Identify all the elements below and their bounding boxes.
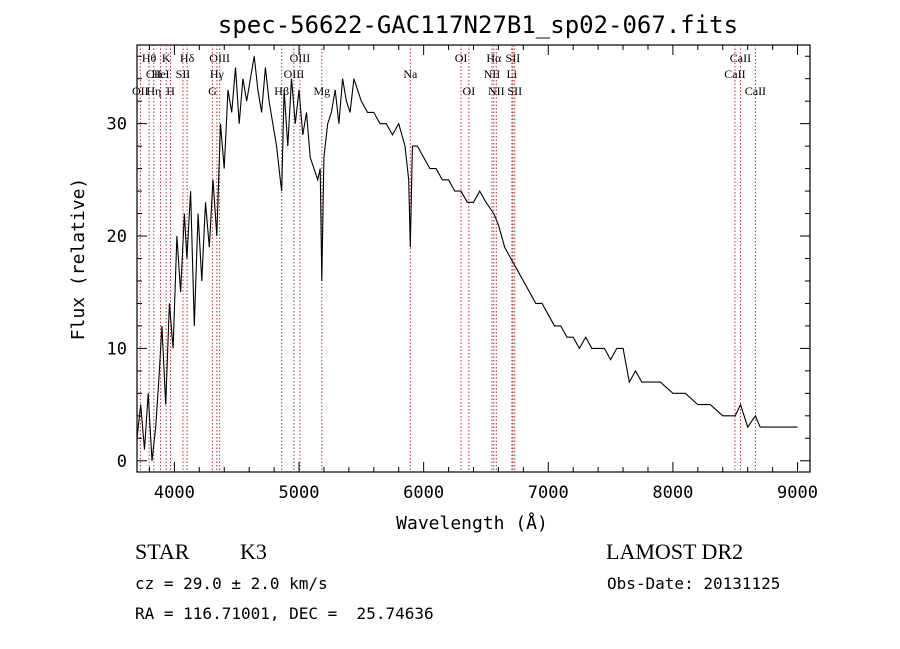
- line-marker-label: Hθ: [142, 51, 157, 65]
- line-marker-label: HeI: [152, 67, 170, 81]
- spectrum-series-line: [136, 56, 798, 461]
- redshift-text: cz = 29.0 ± 2.0 km/s: [135, 574, 328, 593]
- line-marker-label: Hβ: [274, 84, 289, 98]
- line-marker-label: OIII: [209, 51, 230, 65]
- line-marker-label: Mg: [313, 84, 330, 98]
- line-marker-label: OI: [463, 84, 476, 98]
- line-marker-label: SII: [507, 84, 522, 98]
- coordinates-text: RA = 116.71001, DEC = 25.74636: [135, 604, 434, 623]
- chart-title: spec-56622-GAC117N27B1_sp02-067.fits: [218, 11, 738, 39]
- line-marker-label: K: [162, 51, 171, 65]
- line-marker-label: Hγ: [210, 67, 225, 81]
- line-marker-label: OIII: [290, 51, 311, 65]
- line-marker-label: CII: [146, 67, 162, 81]
- line-marker-label: Hη: [146, 84, 161, 98]
- line-marker-label: Na: [403, 67, 418, 81]
- x-tick-label: 4000: [154, 483, 195, 503]
- line-marker-label: CaII: [730, 51, 751, 65]
- y-axis-label: Flux (relative): [68, 178, 89, 341]
- line-marker-label: OI: [455, 51, 468, 65]
- object-subclass: K3: [240, 539, 267, 564]
- line-marker-label: H: [166, 84, 175, 98]
- y-tick-label: 0: [117, 452, 127, 472]
- x-tick-label: 6000: [403, 483, 444, 503]
- x-tick-label: 7000: [528, 483, 569, 503]
- line-marker-label: Hδ: [180, 51, 195, 65]
- line-marker-label: NII: [488, 84, 505, 98]
- line-marker-label: OIII: [284, 67, 305, 81]
- y-tick-label: 30: [107, 115, 127, 135]
- line-marker-label: SII: [506, 51, 521, 65]
- line-marker-label: Li: [507, 67, 518, 81]
- x-axis-label: Wavelength (Å): [396, 512, 548, 534]
- line-marker-label: Hα: [486, 51, 502, 65]
- line-marker-label: G: [208, 84, 217, 98]
- line-marker-label: CaII: [745, 84, 766, 98]
- line-marker-label: SII: [176, 67, 191, 81]
- obs-date-text: Obs-Date: 20131125: [607, 574, 780, 593]
- axis-tick-labels: 4000 5000 6000 7000 8000 9000 0 10 20 30: [107, 115, 818, 503]
- y-tick-label: 20: [107, 227, 127, 247]
- line-marker-label: OII: [132, 84, 149, 98]
- line-marker-label: CaII: [724, 67, 745, 81]
- x-tick-label: 5000: [279, 483, 320, 503]
- survey-name: LAMOST DR2: [606, 539, 743, 564]
- axis-ticks: [137, 45, 810, 472]
- y-tick-label: 10: [107, 339, 127, 359]
- line-markers: [139, 45, 756, 472]
- object-class: STAR: [135, 539, 190, 564]
- x-tick-label: 8000: [652, 483, 693, 503]
- x-tick-label: 9000: [777, 483, 818, 503]
- line-marker-label: NII: [484, 67, 501, 81]
